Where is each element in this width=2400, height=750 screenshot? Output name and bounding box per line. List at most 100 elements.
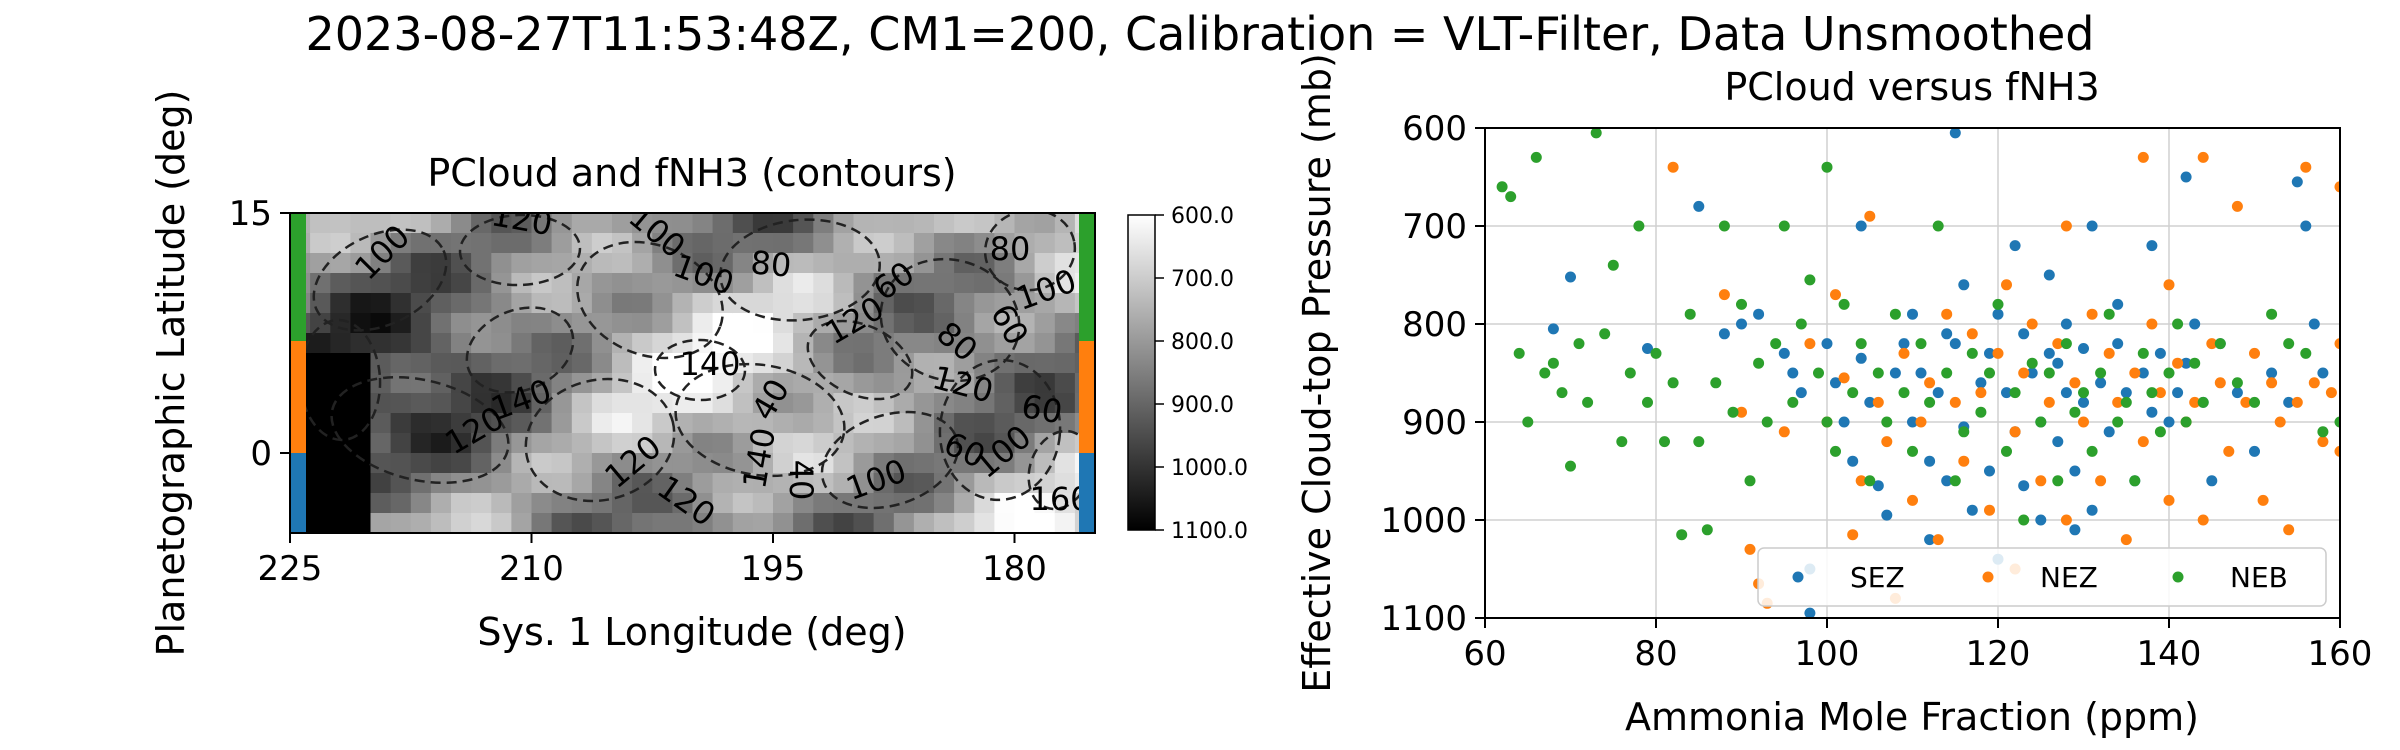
- heatmap-cell: [330, 233, 351, 254]
- heatmap-cell: [350, 453, 372, 474]
- heatmap-cell: [330, 213, 351, 234]
- point-neb: [1693, 436, 1705, 448]
- contour-line: [820, 410, 960, 510]
- heatmap-cell: [974, 293, 995, 314]
- point-neb: [1633, 220, 1645, 232]
- contour-line: [653, 338, 747, 402]
- heatmap-cell: [873, 353, 895, 374]
- heatmap-cell: [571, 453, 593, 474]
- heatmap-cell: [913, 253, 935, 274]
- heatmap-cell: [752, 373, 774, 394]
- point-sez: [1718, 328, 1730, 340]
- heatmap-cell: [632, 253, 653, 274]
- point-neb: [2154, 426, 2166, 438]
- heatmap-cell: [873, 513, 895, 533]
- x-tick-label: 160: [2308, 634, 2373, 674]
- heatmap-cell: [310, 313, 331, 334]
- heatmap-cell: [893, 493, 915, 514]
- point-sez: [2018, 480, 2030, 492]
- point-neb: [1616, 436, 1628, 448]
- point-sez: [1915, 367, 1927, 379]
- point-sez: [2103, 426, 2115, 438]
- heatmap-cell: [350, 413, 372, 434]
- heatmap-cell: [632, 273, 653, 294]
- heatmap-cell: [672, 233, 694, 254]
- heatmap-cell: [692, 473, 714, 494]
- heatmap-cell: [410, 493, 432, 514]
- heatmap-cell: [511, 453, 533, 474]
- heatmap-cell: [752, 433, 774, 454]
- heatmap-cell: [672, 513, 694, 533]
- heatmap-cell: [853, 393, 875, 414]
- map-panel: PCloud and fNH3 (contours) 100 120 100 80 60…: [149, 90, 1096, 656]
- y-tick-label: 0: [250, 434, 272, 474]
- heatmap-cell: [954, 493, 975, 514]
- heatmap-cell: [571, 293, 593, 314]
- point-sez: [2069, 524, 2081, 536]
- heatmap-cell: [974, 353, 995, 374]
- x-tick-label: 180: [982, 549, 1047, 589]
- point-sez: [2043, 347, 2055, 359]
- point-sez: [2060, 387, 2072, 399]
- point-sez: [1984, 465, 1995, 477]
- point-sez: [2266, 367, 2278, 379]
- point-nez: [2163, 494, 2175, 506]
- heatmap-cell: [370, 333, 392, 354]
- point-sez: [2231, 387, 2243, 399]
- heatmap-cell: [1034, 453, 1056, 474]
- heatmap-cell: [571, 473, 593, 494]
- point-neb: [2103, 308, 2115, 320]
- heatmap-cell: [712, 313, 734, 334]
- heatmap-cell: [793, 273, 814, 294]
- heatmap-cell: [430, 473, 452, 494]
- point-neb: [1881, 416, 1893, 428]
- point-neb: [1949, 475, 1961, 487]
- point-sez: [2206, 475, 2218, 487]
- point-neb: [1795, 318, 1807, 330]
- heatmap-cell: [632, 293, 653, 314]
- heatmap-cell: [612, 513, 633, 533]
- point-nez: [2086, 308, 2098, 320]
- heatmap-cell: [551, 253, 573, 274]
- heatmap-cell: [491, 513, 512, 533]
- point-nez: [2283, 524, 2295, 536]
- point-nez: [2137, 436, 2149, 448]
- point-sez: [2001, 387, 2012, 399]
- point-sez: [2172, 387, 2184, 399]
- heatmap-cell: [873, 313, 895, 334]
- point-neb: [1513, 347, 1525, 359]
- point-nez: [2069, 377, 2081, 389]
- heatmap-cell: [712, 473, 734, 494]
- heatmap-cell: [712, 513, 734, 533]
- heatmap-cell: [893, 373, 915, 394]
- heatmap-cell: [913, 493, 935, 514]
- contour-line: [674, 362, 846, 478]
- region-bar-left-nez: [290, 341, 306, 453]
- heatmap-cell: [591, 413, 613, 434]
- heatmap-cell: [773, 513, 794, 533]
- point-sez: [2317, 367, 2329, 379]
- heatmap-cell: [712, 213, 734, 234]
- heatmap-cell: [692, 293, 714, 314]
- heatmap-cell: [511, 233, 533, 254]
- contour-label: 80: [749, 243, 793, 284]
- point-nez: [2172, 357, 2184, 369]
- point-sez: [1795, 387, 1807, 399]
- heatmap-cell: [974, 273, 995, 294]
- point-nez: [2009, 426, 2021, 438]
- heatmap-cell: [1054, 393, 1076, 414]
- heatmap-cell: [551, 453, 573, 474]
- point-sez: [2189, 318, 2201, 330]
- point-neb: [1624, 367, 1636, 379]
- heatmap-cell: [893, 393, 915, 414]
- heatmap-cell: [672, 433, 694, 454]
- heatmap-cell: [692, 273, 714, 294]
- heatmap-cell: [913, 373, 935, 394]
- point-nez: [2052, 338, 2064, 350]
- heatmap-cell: [652, 473, 673, 494]
- heatmap-cell: [330, 453, 351, 474]
- point-neb: [1522, 416, 1534, 428]
- point-sez: [1889, 367, 1901, 379]
- point-sez: [2154, 347, 2166, 359]
- heatmap-cell: [410, 513, 432, 533]
